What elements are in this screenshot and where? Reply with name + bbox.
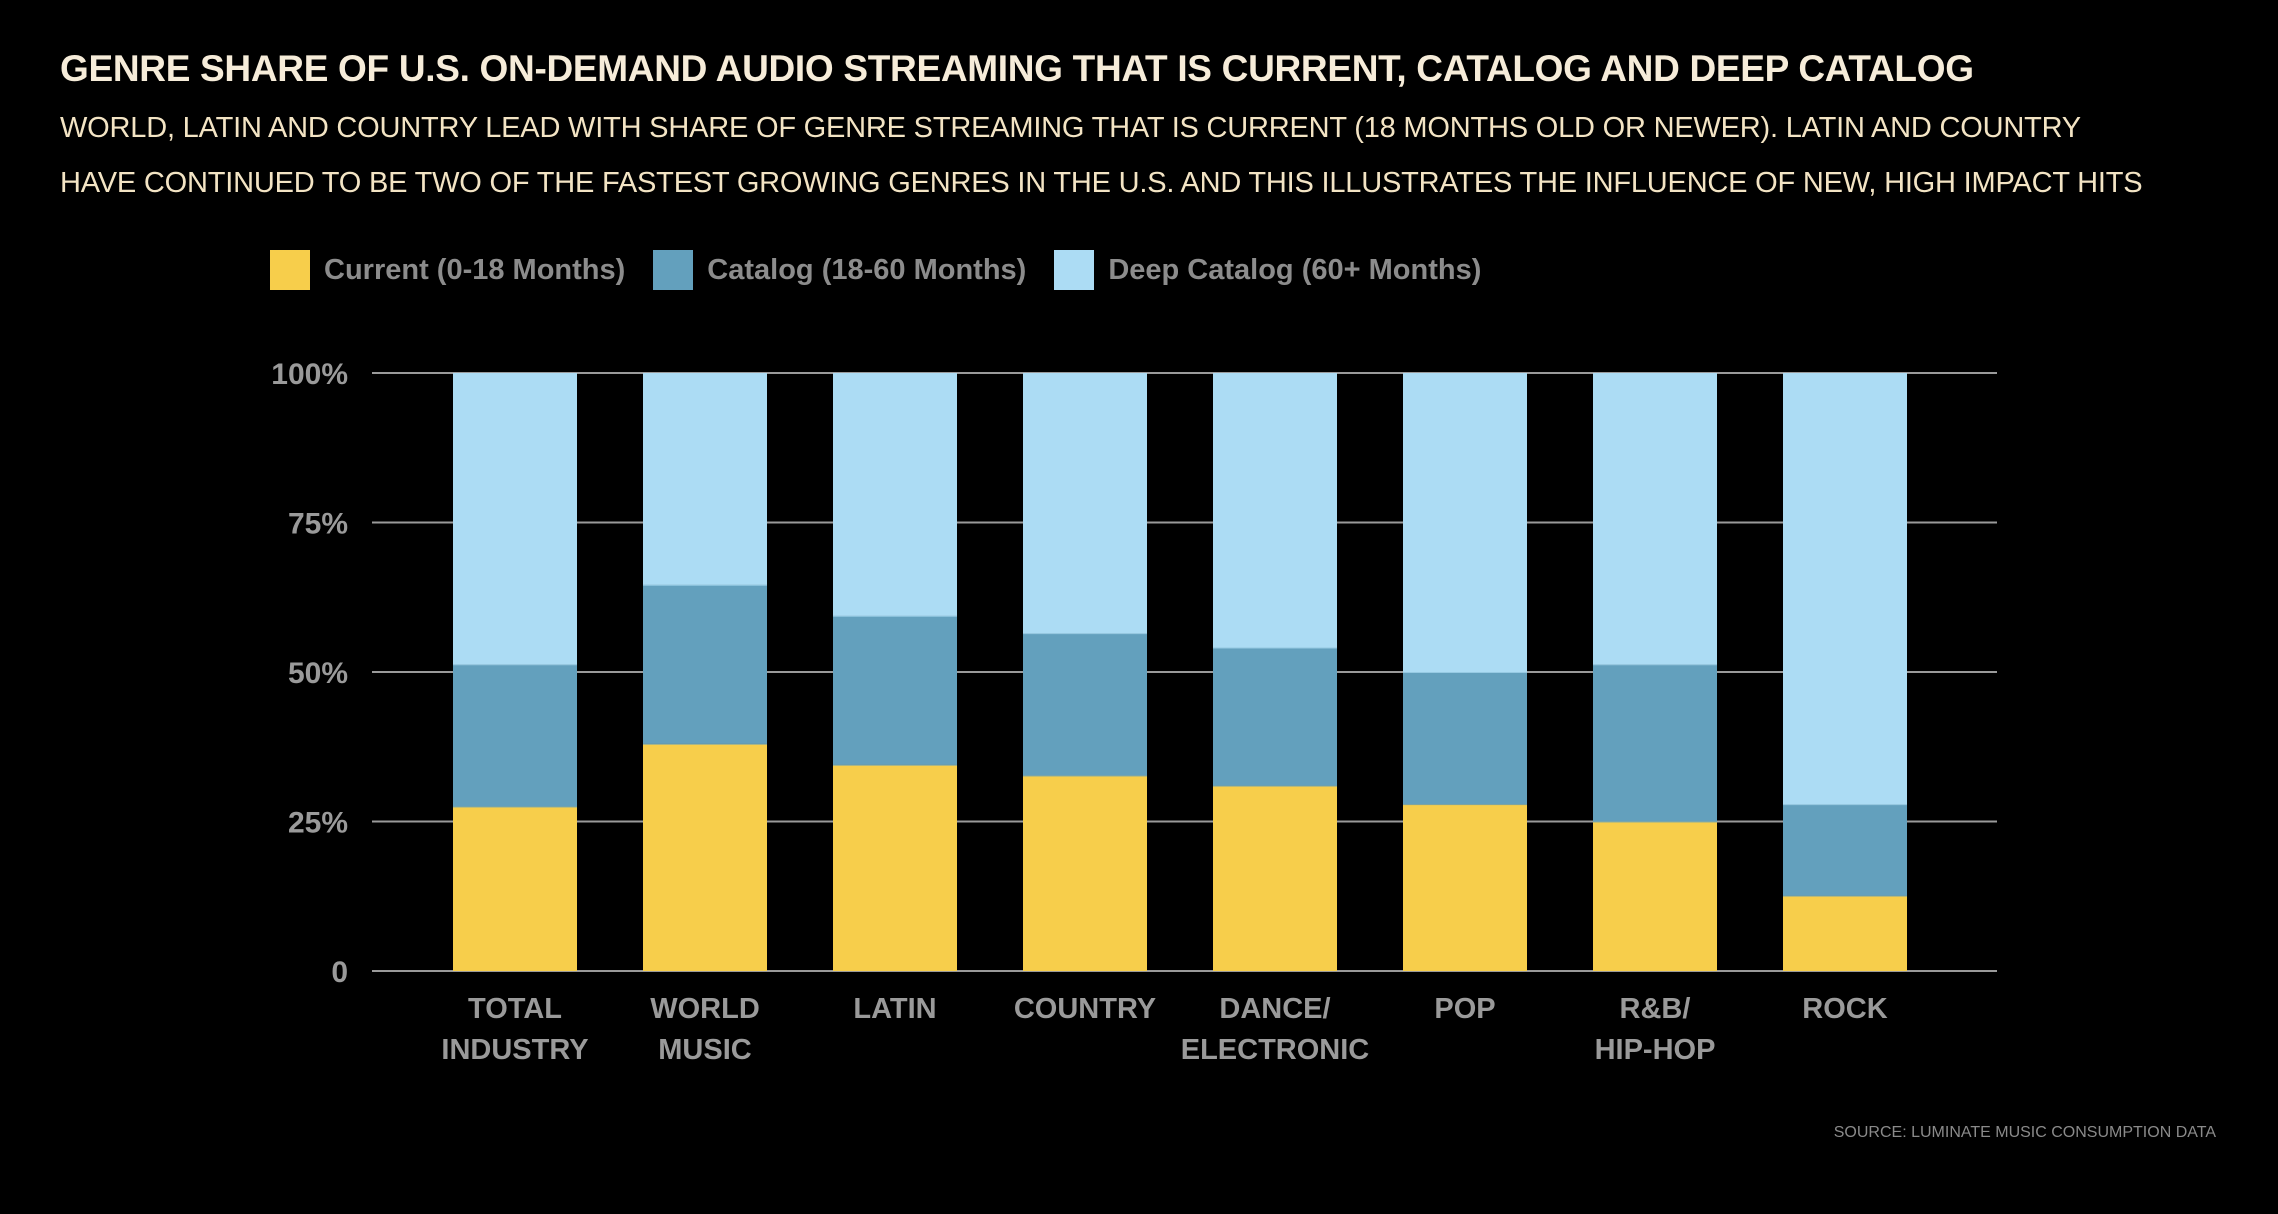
bar-segment-current (1213, 785, 1337, 971)
bar-segment-deep-catalog (1783, 373, 1907, 805)
y-tick-label: 25% (288, 807, 348, 840)
chart-title: GENRE SHARE OF U.S. ON-DEMAND AUDIO STRE… (60, 48, 1974, 89)
x-tick-label: ELECTRONIC (1181, 1034, 1370, 1066)
x-tick-label: DANCE/ (1219, 993, 1330, 1025)
bar-segment-current (1023, 775, 1147, 971)
bar-segment-deep-catalog (1403, 373, 1527, 672)
x-tick-label: POP (1434, 993, 1495, 1025)
bar-segment-catalog (1023, 633, 1147, 776)
bar-segment-catalog (453, 664, 577, 807)
bar-segment-deep-catalog (453, 373, 577, 665)
bar-segment-current (1593, 821, 1717, 971)
x-tick-label: WORLD (650, 993, 760, 1025)
legend-item-deep-catalog: Deep Catalog (60+ Months) (1054, 250, 1481, 290)
legend-item-current: Current (0-18 Months) (270, 250, 625, 290)
x-tick-label: INDUSTRY (441, 1034, 588, 1066)
bar-segment-catalog (1593, 664, 1717, 822)
x-tick-label: COUNTRY (1014, 993, 1156, 1025)
subtitle-line-2: HAVE CONTINUED TO BE TWO OF THE FASTEST … (60, 167, 2143, 199)
y-tick-label: 75% (288, 508, 348, 541)
bar-segment-catalog (833, 615, 957, 765)
y-tick-label: 50% (288, 657, 348, 690)
x-tick-label: ROCK (1802, 993, 1887, 1025)
bar-segment-deep-catalog (833, 373, 957, 616)
legend-swatch-catalog (653, 250, 694, 290)
bar-segment-catalog (1213, 647, 1337, 786)
bar-segment-current (1783, 895, 1907, 971)
legend-label-current: Current (0-18 Months) (324, 253, 626, 286)
bar-segment-current (833, 764, 957, 971)
legend-swatch-current (270, 250, 310, 290)
bar-segment-current (643, 743, 767, 971)
bar-segment-current (1403, 804, 1527, 971)
bar-segment-catalog (1403, 672, 1527, 805)
legend-label-deep-catalog: Deep Catalog (60+ Months) (1108, 253, 1482, 286)
x-tick-label: TOTAL (468, 993, 562, 1025)
bar-segment-deep-catalog (1213, 373, 1337, 648)
x-tick-label: HIP-HOP (1595, 1034, 1716, 1066)
x-tick-label: LATIN (853, 993, 936, 1025)
source-note: SOURCE: LUMINATE MUSIC CONSUMPTION DATA (1833, 1124, 2216, 1141)
subtitle-line-1: WORLD, LATIN AND COUNTRY LEAD WITH SHARE… (60, 112, 2081, 144)
legend-label-catalog: Catalog (18-60 Months) (707, 253, 1027, 286)
bar-segment-deep-catalog (1593, 373, 1717, 665)
x-tick-label: MUSIC (658, 1034, 752, 1066)
x-tick-label: R&B/ (1620, 993, 1691, 1025)
y-tick-label: 0 (331, 956, 348, 989)
y-tick-label: 100% (271, 358, 348, 391)
legend-swatch-deep-catalog (1054, 250, 1095, 290)
legend: Current (0-18 Months) Catalog (18-60 Mon… (270, 250, 1509, 290)
legend-item-catalog: Catalog (18-60 Months) (653, 250, 1026, 290)
bar-segment-deep-catalog (643, 373, 767, 585)
bar-segment-current (453, 806, 577, 971)
bar-segment-deep-catalog (1023, 373, 1147, 634)
bar-segment-catalog (643, 584, 767, 744)
bar-segment-catalog (1783, 804, 1907, 896)
